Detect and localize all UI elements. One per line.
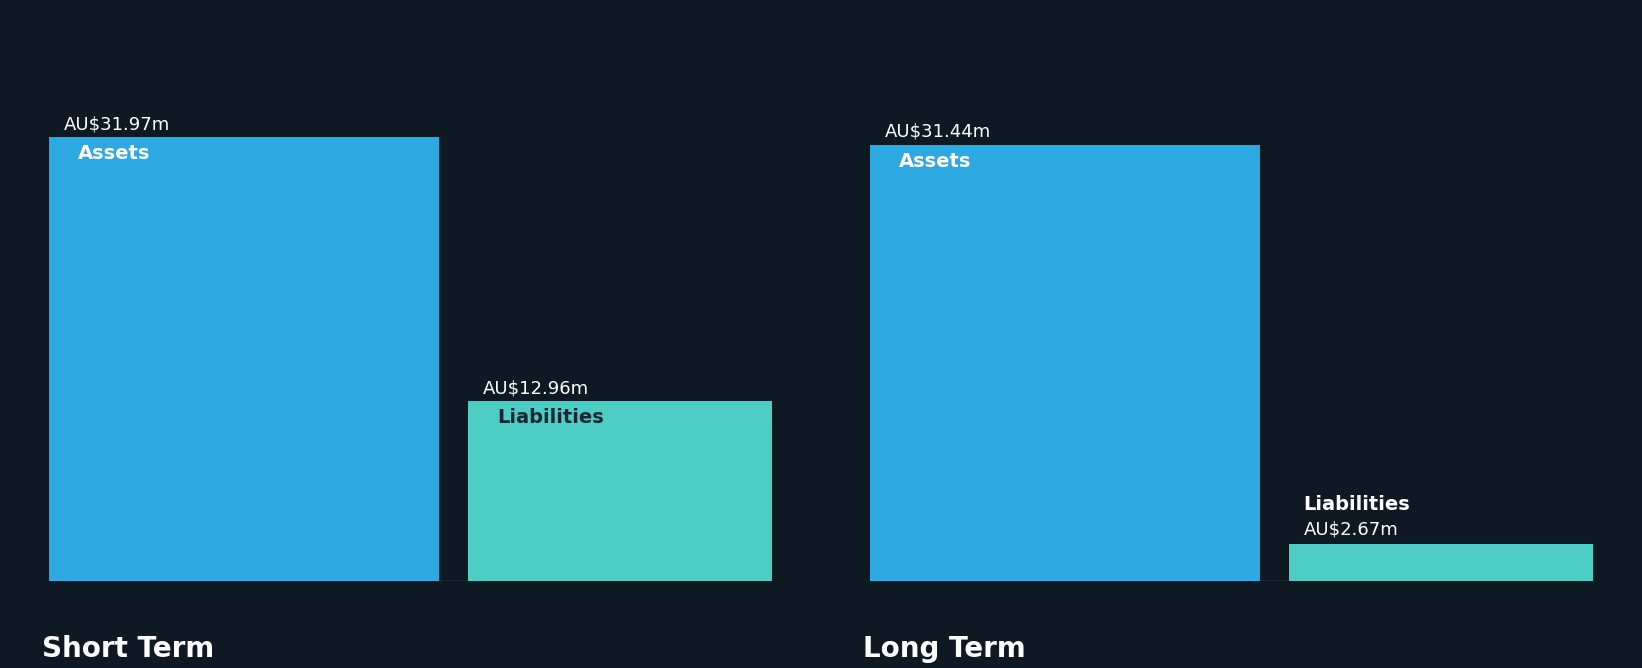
Bar	[870, 145, 1261, 581]
Bar	[49, 138, 440, 581]
Text: Long Term: Long Term	[864, 635, 1026, 663]
Text: Assets: Assets	[79, 144, 151, 164]
Text: AU$31.44m: AU$31.44m	[885, 123, 992, 140]
Text: AU$31.97m: AU$31.97m	[64, 116, 171, 133]
Text: Liabilities: Liabilities	[1304, 494, 1410, 514]
Text: Assets: Assets	[900, 152, 972, 171]
Bar	[1289, 544, 1593, 581]
Text: AU$2.67m: AU$2.67m	[1304, 520, 1399, 538]
Text: Short Term: Short Term	[43, 635, 215, 663]
Bar	[468, 401, 772, 581]
Text: AU$12.96m: AU$12.96m	[483, 379, 589, 397]
Text: Liabilities: Liabilities	[498, 408, 604, 428]
